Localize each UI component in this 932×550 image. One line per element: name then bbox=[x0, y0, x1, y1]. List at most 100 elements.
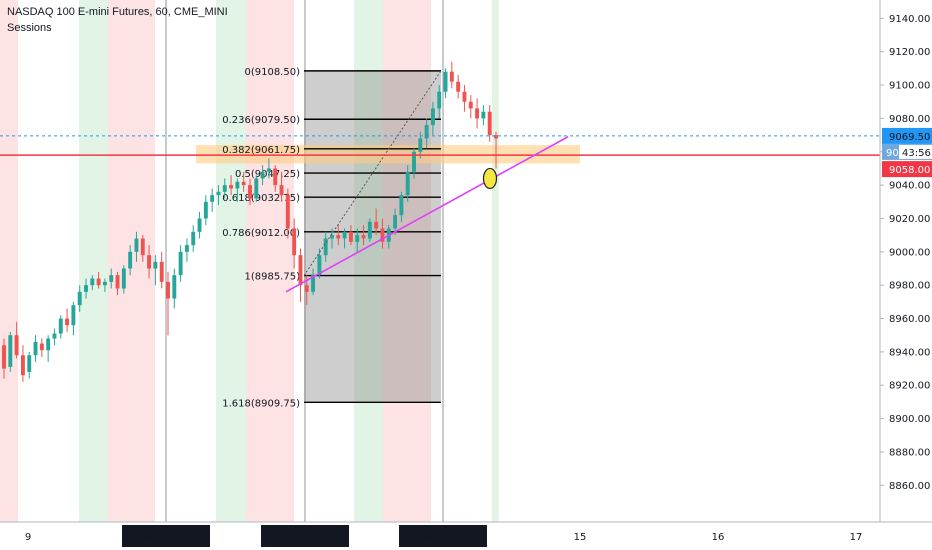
candle[interactable] bbox=[374, 208, 379, 236]
candle[interactable] bbox=[412, 148, 416, 179]
candle[interactable] bbox=[172, 268, 177, 309]
candle[interactable] bbox=[27, 351, 32, 379]
candle[interactable] bbox=[134, 231, 139, 262]
candle[interactable] bbox=[456, 75, 461, 99]
candle[interactable] bbox=[443, 68, 448, 99]
candle[interactable] bbox=[311, 268, 316, 296]
candle[interactable] bbox=[348, 225, 353, 246]
candle[interactable] bbox=[184, 238, 189, 262]
candle[interactable] bbox=[285, 188, 290, 239]
price-axis-background bbox=[880, 0, 932, 550]
candle-body bbox=[33, 341, 38, 356]
candle[interactable] bbox=[355, 228, 360, 252]
fib-level-label: 0.786(9012.00) bbox=[222, 228, 300, 239]
candle[interactable] bbox=[210, 188, 215, 212]
candle[interactable] bbox=[121, 265, 126, 294]
candle[interactable] bbox=[90, 275, 95, 291]
indicator-label[interactable]: Sessions bbox=[7, 22, 52, 34]
price-tick-label: 8980.00 bbox=[889, 281, 930, 292]
support-trendline[interactable] bbox=[285, 136, 569, 293]
candle[interactable] bbox=[33, 335, 38, 362]
candle[interactable] bbox=[8, 331, 13, 372]
candle[interactable] bbox=[2, 338, 6, 379]
candle[interactable] bbox=[203, 195, 208, 226]
candle[interactable] bbox=[342, 228, 347, 249]
candle[interactable] bbox=[393, 208, 398, 236]
current-price-tag[interactable] bbox=[882, 127, 932, 144]
candle[interactable] bbox=[102, 278, 107, 292]
candle[interactable] bbox=[128, 245, 133, 276]
candle[interactable] bbox=[380, 218, 385, 249]
candle[interactable] bbox=[241, 171, 246, 192]
candle-body bbox=[248, 185, 252, 199]
candle[interactable] bbox=[46, 335, 51, 362]
candle[interactable] bbox=[71, 301, 76, 336]
candle[interactable] bbox=[77, 285, 82, 312]
candle[interactable] bbox=[178, 245, 183, 282]
candle-body bbox=[405, 171, 410, 196]
candle-body bbox=[210, 195, 215, 202]
candle[interactable] bbox=[405, 165, 410, 202]
candle[interactable] bbox=[52, 328, 57, 346]
candle[interactable] bbox=[430, 101, 435, 136]
candle[interactable] bbox=[229, 175, 234, 196]
candle[interactable] bbox=[140, 235, 145, 262]
candle[interactable] bbox=[487, 105, 492, 142]
candle[interactable] bbox=[216, 185, 221, 206]
candle-body bbox=[115, 275, 120, 289]
candle[interactable] bbox=[481, 105, 486, 126]
candle[interactable] bbox=[84, 278, 88, 299]
candle[interactable] bbox=[235, 178, 240, 202]
candle[interactable] bbox=[292, 218, 297, 269]
candle-body bbox=[355, 235, 360, 242]
candle[interactable] bbox=[254, 175, 259, 202]
candle[interactable] bbox=[399, 191, 404, 222]
candle[interactable] bbox=[273, 165, 278, 192]
candle-body bbox=[475, 108, 480, 119]
candle[interactable] bbox=[437, 85, 442, 119]
candle[interactable] bbox=[20, 345, 25, 382]
highlight-ellipse-marker[interactable] bbox=[482, 167, 498, 190]
price-tick-label: 9120.00 bbox=[889, 47, 930, 58]
candle[interactable] bbox=[153, 255, 158, 286]
candle[interactable] bbox=[96, 271, 101, 289]
candle-body bbox=[159, 261, 164, 282]
candle[interactable] bbox=[279, 171, 284, 202]
candle[interactable] bbox=[468, 95, 473, 119]
candle[interactable] bbox=[191, 225, 196, 252]
candle[interactable] bbox=[475, 98, 480, 129]
candle[interactable] bbox=[248, 178, 252, 206]
candle[interactable] bbox=[159, 251, 164, 289]
candle[interactable] bbox=[14, 321, 19, 359]
candle[interactable] bbox=[147, 245, 152, 279]
candle[interactable] bbox=[462, 85, 467, 112]
candle[interactable] bbox=[336, 225, 341, 246]
candle-body bbox=[254, 178, 259, 199]
candle[interactable] bbox=[424, 118, 429, 149]
candle[interactable] bbox=[367, 218, 372, 242]
candle[interactable] bbox=[449, 61, 454, 89]
candle-body bbox=[430, 108, 435, 126]
candle-body bbox=[468, 101, 473, 109]
candle[interactable] bbox=[266, 158, 271, 179]
candle[interactable] bbox=[494, 131, 498, 169]
candle[interactable] bbox=[58, 315, 63, 339]
candle[interactable] bbox=[197, 211, 202, 239]
candle[interactable] bbox=[115, 271, 120, 296]
candle[interactable] bbox=[39, 338, 44, 357]
candle[interactable] bbox=[260, 165, 265, 186]
candle[interactable] bbox=[222, 178, 227, 199]
candle[interactable] bbox=[361, 225, 366, 246]
candle[interactable] bbox=[65, 308, 70, 332]
candle-body bbox=[147, 255, 152, 269]
price-tick-label: 8860.00 bbox=[889, 481, 930, 492]
level-price-tag[interactable] bbox=[882, 161, 932, 178]
candlestick-series bbox=[2, 61, 498, 382]
candle[interactable] bbox=[330, 228, 334, 249]
candle[interactable] bbox=[109, 268, 114, 289]
candle[interactable] bbox=[166, 271, 170, 336]
candle[interactable] bbox=[323, 231, 328, 262]
candle[interactable] bbox=[298, 248, 303, 302]
